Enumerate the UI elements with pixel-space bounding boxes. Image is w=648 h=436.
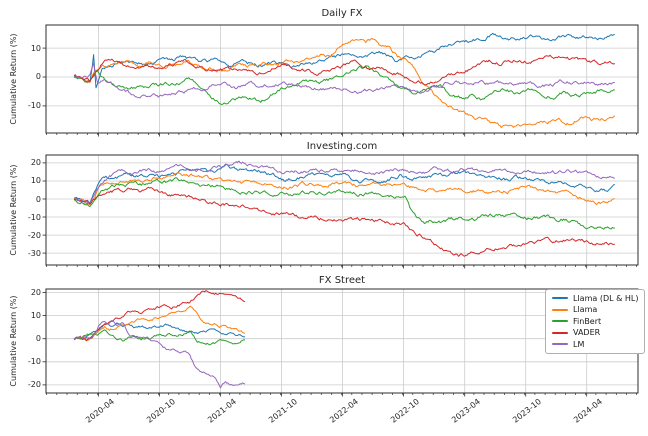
series-line-finbert [73,329,246,346]
series-line-vader [73,290,246,341]
legend-line-sample-icon [552,343,568,346]
y-tick-label: 10 [30,176,41,186]
y-tick-label: -30 [27,248,41,258]
legend-entry: Llama [552,305,638,316]
legend-entry: VADER [552,328,638,339]
series-line-lm [73,62,615,99]
series-line-llama-dl-hl [73,322,246,341]
series-line-finbert [73,65,615,106]
legend-label: VADER [573,328,601,338]
series-line-lm [73,160,615,205]
y-tick-label: -10 [27,212,41,222]
y-tick-label: 20 [30,287,41,297]
y-tick-label: 10 [30,311,41,321]
series-line-lm [73,319,246,389]
series-line-llama [74,37,616,129]
legend-label: FinBert [573,316,602,326]
chart-title-daily-fx: Daily FX [321,8,363,19]
legend-line-sample-icon [552,331,568,334]
y-tick-label: 20 [30,158,41,168]
legend-line-sample-icon [552,320,568,323]
y-tick-label: 0 [35,334,41,344]
y-tick-label: -20 [27,380,41,390]
legend-label: Llama (DL & HL) [573,293,639,303]
chart-title-investing: Investing.com [306,141,378,152]
y-tick-label: 0 [35,194,41,204]
legend-entry: LM [552,339,638,350]
legend-line-sample-icon [552,308,568,311]
series-line-finbert [74,177,615,230]
series-line-llama-dl-hl [73,163,615,204]
y-tick-label: 10 [30,43,41,53]
legend-entry: FinBert [552,316,638,327]
legend-entry: Llama (DL & HL) [552,293,638,304]
series-line-llama-dl-hl [73,32,615,89]
series-line-vader [73,54,615,86]
series-line-llama [73,172,615,206]
y-tick-label: 0 [35,72,41,82]
y-tick-label: -10 [27,101,41,111]
series-line-vader [73,186,615,257]
series-line-llama [73,305,246,342]
legend: Llama (DL & HL) Llama FinBert VADER LM [545,289,646,354]
legend-label: LM [573,339,585,349]
y-tick-label: -10 [27,357,41,367]
chart-title-fx-street: FX Street [318,275,366,286]
y-tick-label: -20 [27,230,41,240]
legend-label: Llama [573,305,598,315]
legend-line-sample-icon [552,297,568,300]
